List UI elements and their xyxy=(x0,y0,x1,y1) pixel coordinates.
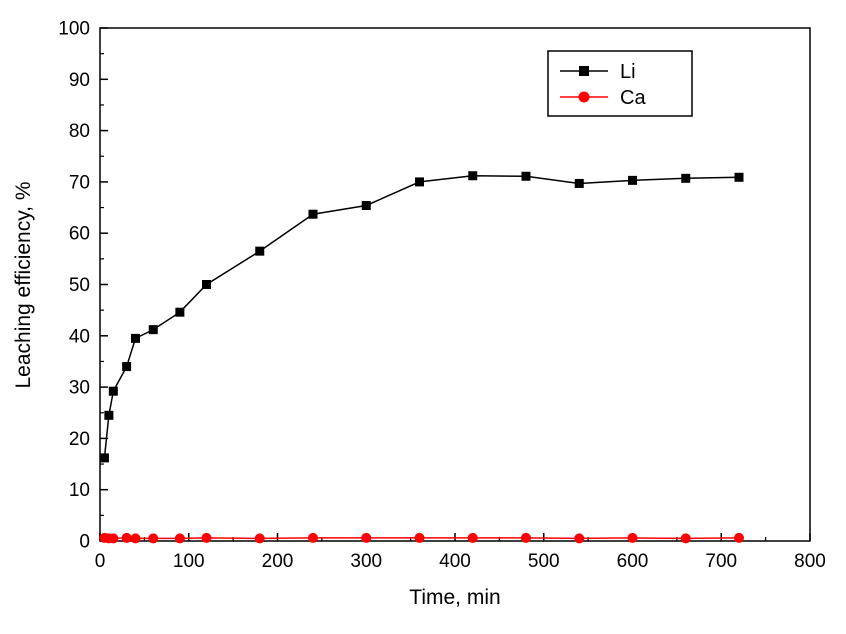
data-point-square-marker xyxy=(104,410,114,420)
y-tick-label: 90 xyxy=(69,70,90,91)
data-point-square-marker xyxy=(681,173,691,183)
x-axis: 0 100 200 300 400 500 600 700 800 xyxy=(95,533,826,572)
data-point-circle-marker xyxy=(414,532,425,543)
y-tick-label: 10 xyxy=(69,480,90,501)
data-point-circle-marker xyxy=(108,533,119,544)
legend-square-marker xyxy=(579,66,589,76)
data-point-square-marker xyxy=(175,307,185,317)
data-point-circle-marker xyxy=(308,532,318,543)
data-point-circle-marker xyxy=(680,533,691,544)
data-point-square-marker xyxy=(734,172,744,182)
data-point-square-marker xyxy=(99,453,109,463)
data-point-circle-marker xyxy=(361,532,372,543)
x-tick-label: 800 xyxy=(794,551,826,572)
x-tick-label: 300 xyxy=(350,551,382,572)
y-tick-label: 70 xyxy=(69,172,90,193)
x-axis-label: Time, min xyxy=(409,586,500,609)
x-tick-label: 400 xyxy=(439,551,471,572)
series-ca xyxy=(99,532,744,544)
series-li xyxy=(99,171,744,463)
data-point-square-marker xyxy=(574,178,584,188)
data-point-square-marker xyxy=(308,209,318,219)
legend-label: Li xyxy=(620,61,636,83)
data-point-circle-marker xyxy=(130,533,141,544)
data-point-circle-marker xyxy=(734,532,744,543)
data-point-square-marker xyxy=(521,171,531,181)
x-tick-label: 500 xyxy=(528,551,560,572)
y-tick-label: 0 xyxy=(79,532,90,553)
y-tick-label: 60 xyxy=(69,224,90,245)
data-point-circle-marker xyxy=(148,533,159,544)
data-point-square-marker xyxy=(255,246,265,256)
y-tick-label: 50 xyxy=(69,275,90,296)
data-point-circle-marker xyxy=(201,532,212,543)
y-tick-label: 100 xyxy=(58,19,90,40)
data-point-square-marker xyxy=(415,177,424,187)
data-point-square-marker xyxy=(202,280,211,289)
data-point-circle-marker xyxy=(467,532,478,543)
x-tick-label: 600 xyxy=(617,551,649,572)
data-point-circle-marker xyxy=(174,533,185,544)
y-axis-label: Leaching efficiency, % xyxy=(12,181,35,388)
y-tick-label: 40 xyxy=(69,326,90,347)
legend: Li Ca xyxy=(547,50,693,117)
y-axis: 0 10 20 30 40 50 60 70 80 90 100 xyxy=(58,19,108,553)
y-tick-label: 80 xyxy=(69,121,90,142)
data-point-circle-marker xyxy=(121,532,132,543)
legend-box xyxy=(547,50,693,117)
data-point-square-marker xyxy=(122,362,132,372)
y-tick-label: 20 xyxy=(69,429,90,450)
data-point-square-marker xyxy=(108,386,118,396)
x-tick-label: 0 xyxy=(95,551,106,572)
x-tick-label: 700 xyxy=(705,551,737,572)
data-point-square-marker xyxy=(361,200,371,210)
data-point-circle-marker xyxy=(521,532,531,543)
x-tick-label: 200 xyxy=(262,551,294,572)
x-tick-label: 100 xyxy=(173,551,205,572)
legend-circle-marker xyxy=(578,91,590,103)
legend-label: Ca xyxy=(620,87,646,109)
data-point-circle-marker xyxy=(627,532,638,543)
data-point-square-marker xyxy=(131,333,140,343)
legend-entry-li: Li xyxy=(560,61,636,83)
data-point-square-marker xyxy=(468,171,478,181)
plot-area: 0 100 200 300 400 500 600 700 800 0 10 20 30 40 50 60 70… xyxy=(58,19,826,573)
data-point-square-marker xyxy=(148,325,158,335)
y-tick-label: 30 xyxy=(69,378,90,399)
data-point-circle-marker xyxy=(254,533,265,544)
data-point-square-marker xyxy=(628,175,637,185)
legend-entry-ca: Ca xyxy=(560,87,646,109)
data-point-circle-marker xyxy=(574,533,585,544)
